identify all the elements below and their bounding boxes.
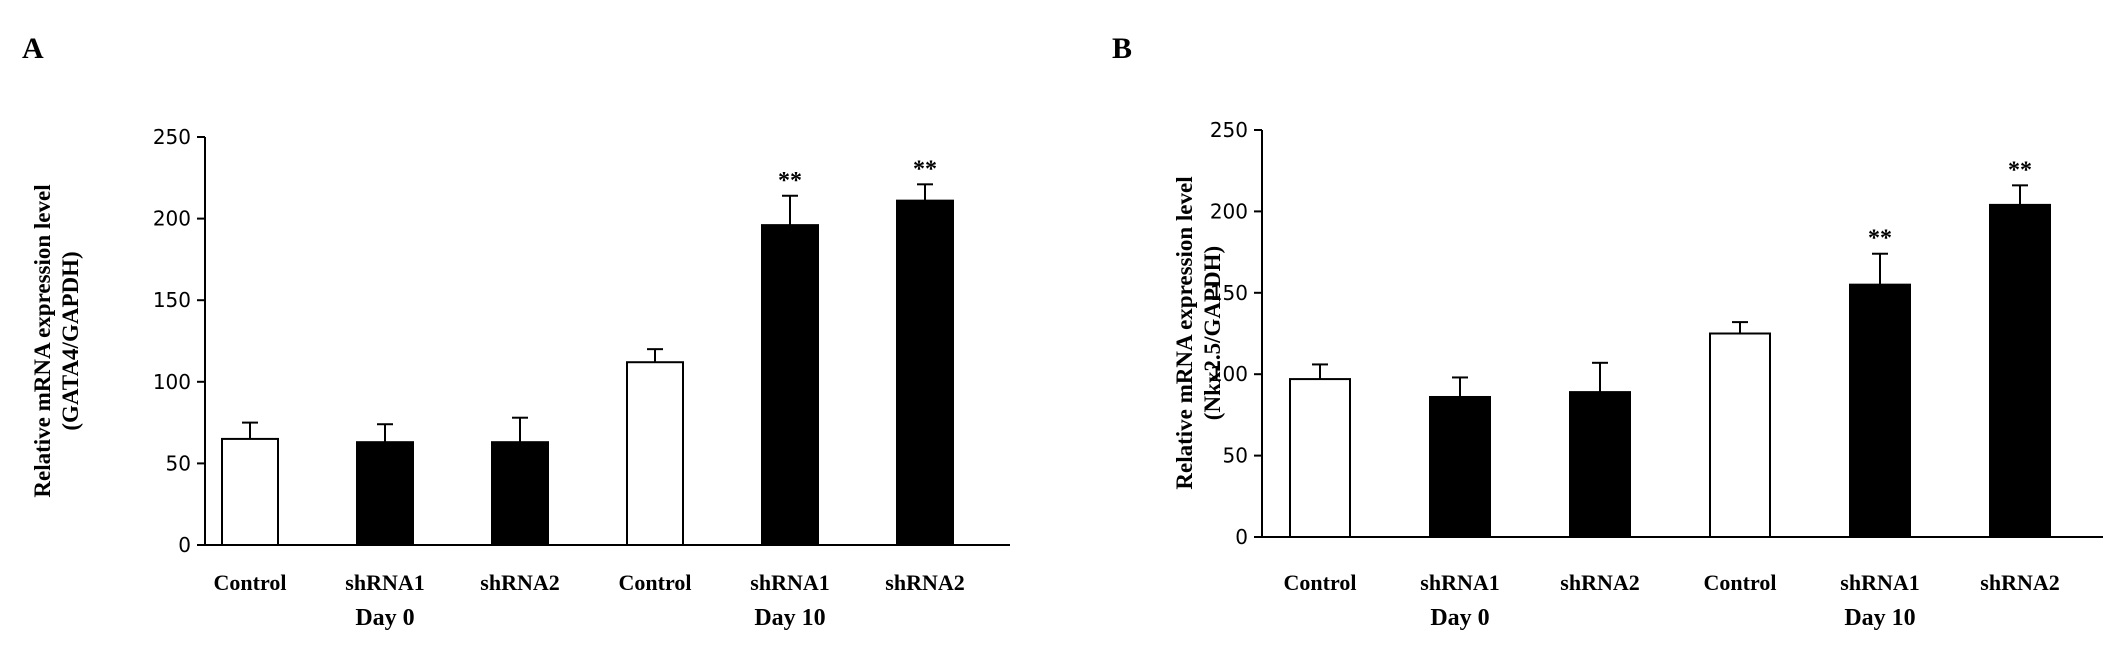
y-tick-label: 200 xyxy=(1210,199,1248,223)
x-tick-label: Control xyxy=(214,570,287,595)
group-label: Day 10 xyxy=(754,605,825,631)
chart-panel-b: B 0 50 100 150 200 250 Relative mRNA expression… xyxy=(1112,32,2103,631)
chart-panel-a: A 0 50 100 150 200 250 Relative mRNA expression… xyxy=(22,32,1010,631)
x-tick-label: shRNA2 xyxy=(1980,570,2059,595)
bar-5 xyxy=(761,224,819,547)
y-tick-label: 0 xyxy=(1235,525,1248,549)
significance-marker: ** xyxy=(778,168,802,194)
y-axis-label-line: (Nkx2.5/GAPDH) xyxy=(1200,246,1225,420)
group-label: Day 0 xyxy=(1430,605,1489,631)
significance-marker: ** xyxy=(2008,157,2032,183)
y-axis-label: Relative mRNA expression level (Nkx2.5/GA… xyxy=(1172,176,1225,489)
y-tick-label: 250 xyxy=(1210,118,1248,142)
y-tick-label: 50 xyxy=(166,451,191,475)
bar-5 xyxy=(1849,283,1911,538)
x-tick-label: shRNA2 xyxy=(885,570,964,595)
y-tick-label: 150 xyxy=(1210,281,1248,305)
y-tick-label: 150 xyxy=(153,288,191,312)
y-tick-label: 50 xyxy=(1223,444,1248,468)
panel-label: B xyxy=(1112,32,1132,65)
x-tick-label: shRNA2 xyxy=(480,570,559,595)
bar-1 xyxy=(221,437,279,547)
x-tick-label: shRNA1 xyxy=(1420,570,1499,595)
bar-2 xyxy=(1429,395,1491,538)
y-axis-label-line: Relative mRNA expression level xyxy=(1172,176,1197,489)
y-tick-label: 200 xyxy=(153,207,191,231)
y-tick-label: 100 xyxy=(1210,362,1248,386)
bar-4 xyxy=(626,361,684,546)
bar-4 xyxy=(1709,332,1771,538)
y-tick-label: 0 xyxy=(178,533,191,557)
x-tick-label: shRNA2 xyxy=(1560,570,1639,595)
bar-6 xyxy=(896,199,954,546)
significance-marker: ** xyxy=(913,156,937,182)
bar-2 xyxy=(356,441,414,546)
x-tick-label: shRNA1 xyxy=(345,570,424,595)
y-axis-label: Relative mRNA expression level (GATA4/GAP… xyxy=(30,184,83,497)
y-axis-label-line: (GATA4/GAPDH) xyxy=(58,251,83,430)
bar-3 xyxy=(491,441,549,546)
bar-1 xyxy=(1289,378,1351,539)
panel-label: A xyxy=(22,32,44,65)
y-axis-label-line: Relative mRNA expression level xyxy=(30,184,55,497)
group-label: Day 0 xyxy=(355,605,414,631)
x-tick-label: Control xyxy=(1284,570,1357,595)
x-tick-label: Control xyxy=(1704,570,1777,595)
significance-marker: ** xyxy=(1868,226,1892,252)
x-tick-label: Control xyxy=(619,570,692,595)
y-tick-label: 100 xyxy=(153,370,191,394)
x-tick-label: shRNA1 xyxy=(750,570,829,595)
bar-6 xyxy=(1989,203,2051,538)
x-tick-label: shRNA1 xyxy=(1840,570,1919,595)
bar-3 xyxy=(1569,391,1631,538)
y-tick-label: 250 xyxy=(153,125,191,149)
group-label: Day 10 xyxy=(1844,605,1915,631)
